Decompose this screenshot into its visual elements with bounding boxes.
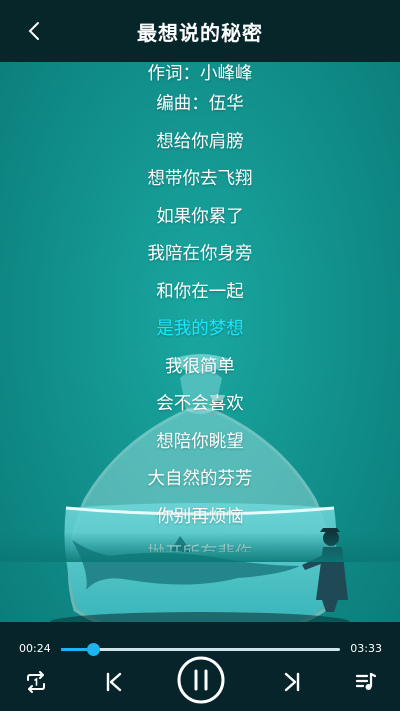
player-bar: 00:24 03:33 <box>0 622 400 711</box>
song-title: 最想说的秘密 <box>137 21 263 45</box>
skip-previous-icon <box>106 672 122 692</box>
play-pause-button[interactable] <box>177 656 225 704</box>
lyric-line: 想给你肩膀 <box>156 131 244 152</box>
repeat-one-icon <box>27 671 45 693</box>
lyric-line: 如果你累了 <box>156 206 244 227</box>
lyrics-fade <box>0 532 400 562</box>
total-time: 03:33 <box>350 642 382 655</box>
lyric-line: 作词：小峰峰 <box>147 64 253 84</box>
progress-slider[interactable] <box>61 643 340 656</box>
lyric-line: 大自然的芬芳 <box>147 469 253 489</box>
skip-next-icon <box>284 672 300 692</box>
playlist-button[interactable] <box>350 666 382 698</box>
back-button[interactable] <box>18 14 52 48</box>
lyric-line: 想陪你眺望 <box>156 431 244 452</box>
progress-thumb[interactable] <box>86 643 100 656</box>
top-bar: 最想说的秘密 <box>0 0 400 62</box>
lyric-line: 编曲：伍华 <box>156 94 244 114</box>
lyric-line-current: 是我的梦想 <box>156 319 244 339</box>
lyric-line: 你别再烦恼 <box>156 506 244 527</box>
lyric-line: 会不会喜欢 <box>156 394 244 414</box>
lyric-line: 想带你去飞翔 <box>147 169 253 189</box>
playlist-music-icon <box>355 672 377 690</box>
lyric-line: 我很简单 <box>165 356 235 377</box>
previous-button[interactable] <box>98 666 130 698</box>
lyric-line: 和你在一起 <box>156 281 244 302</box>
chevron-left-icon <box>28 22 39 40</box>
pause-icon <box>177 656 225 704</box>
lyric-line: 我陪在你身旁 <box>147 244 253 264</box>
progress-fill <box>61 648 93 651</box>
repeat-button[interactable] <box>20 666 52 698</box>
current-time: 00:24 <box>19 642 51 655</box>
lyrics-panel[interactable]: 作词：小峰峰 编曲：伍华 想给你肩膀 想带你去飞翔 如果你累了 我陪在你身旁 和… <box>0 62 400 552</box>
next-button[interactable] <box>276 666 308 698</box>
